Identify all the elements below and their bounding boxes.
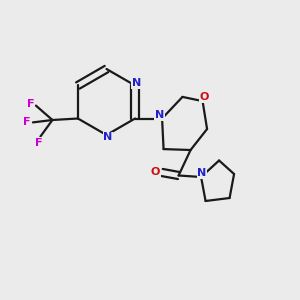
Text: N: N [155,110,164,121]
Text: F: F [35,137,43,148]
Text: N: N [197,168,207,178]
Text: F: F [23,117,31,128]
Text: F: F [27,99,34,109]
Text: N: N [103,132,112,142]
Text: O: O [200,92,209,103]
Text: N: N [132,78,141,88]
Text: O: O [151,167,160,177]
